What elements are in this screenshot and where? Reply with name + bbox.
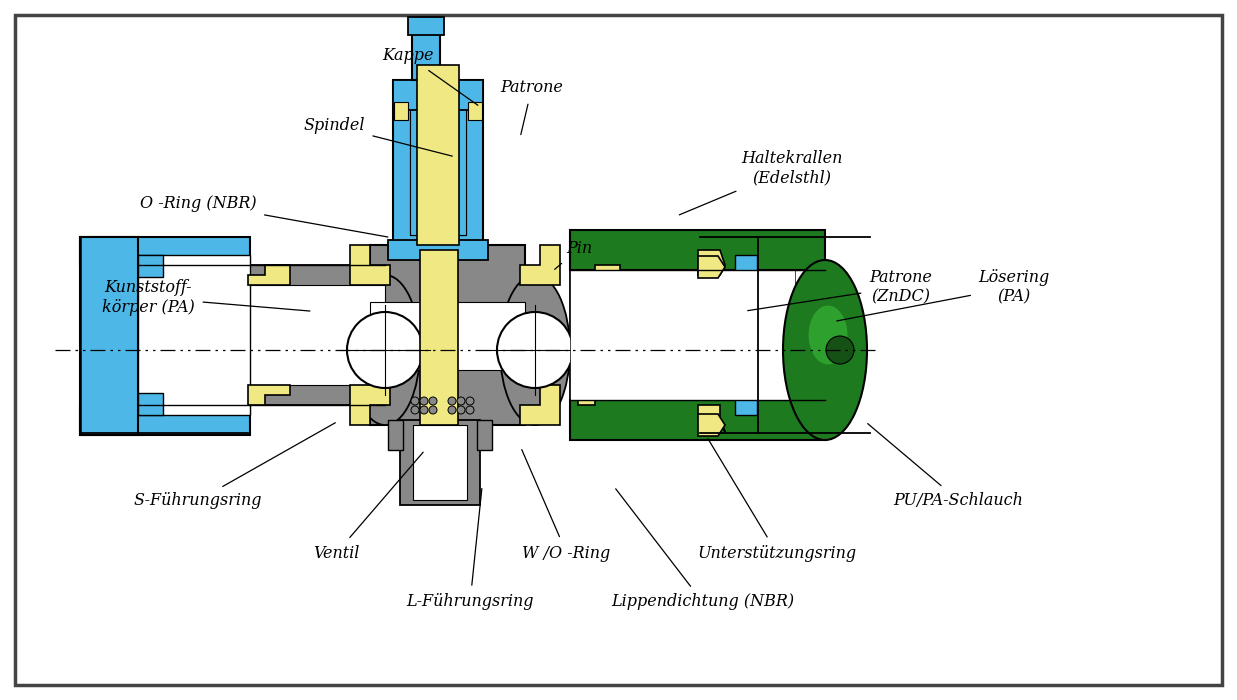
Bar (139, 393, 163, 415)
Bar (370, 302, 524, 370)
Bar (139, 255, 163, 277)
Ellipse shape (500, 275, 570, 425)
Polygon shape (578, 385, 620, 405)
Bar (421, 250, 458, 425)
Bar (240, 285, 385, 385)
Bar (417, 65, 459, 245)
Circle shape (411, 397, 419, 405)
Bar (413, 425, 468, 500)
Text: Haltekrallen
(Edelsthl): Haltekrallen (Edelsthl) (679, 150, 842, 215)
Bar (395, 102, 408, 120)
Text: Kappe: Kappe (382, 48, 477, 105)
Circle shape (448, 406, 456, 414)
Text: S-Führungsring: S-Führungsring (134, 423, 335, 509)
Polygon shape (520, 385, 560, 425)
Circle shape (466, 397, 474, 405)
Circle shape (448, 397, 456, 405)
Text: W /O -Ring: W /O -Ring (522, 449, 611, 561)
Text: Spindel: Spindel (303, 118, 453, 156)
Text: Lösering
(PA): Lösering (PA) (836, 269, 1050, 321)
Polygon shape (350, 245, 390, 285)
Text: Patrone
(ZnDC): Patrone (ZnDC) (747, 269, 931, 311)
Circle shape (421, 397, 428, 405)
Bar (412, 30, 440, 80)
Bar (400, 420, 480, 505)
Polygon shape (698, 256, 725, 278)
Polygon shape (698, 414, 725, 436)
Circle shape (456, 406, 465, 414)
Bar (393, 80, 482, 250)
Bar (456, 90, 466, 235)
Circle shape (466, 406, 474, 414)
Bar (570, 400, 825, 440)
Bar (580, 285, 690, 385)
Circle shape (826, 336, 854, 364)
Circle shape (421, 406, 428, 414)
Bar (388, 240, 489, 260)
Polygon shape (247, 265, 289, 285)
Bar (393, 80, 482, 110)
Polygon shape (247, 385, 289, 405)
Text: O -Ring (NBR): O -Ring (NBR) (140, 195, 388, 237)
Bar (409, 85, 466, 235)
Polygon shape (350, 385, 390, 425)
Text: Pin: Pin (554, 240, 593, 270)
Polygon shape (698, 405, 725, 432)
Bar (477, 420, 492, 450)
Circle shape (348, 312, 423, 388)
Bar (139, 255, 250, 415)
Text: Patrone: Patrone (501, 79, 563, 134)
Circle shape (456, 397, 465, 405)
Circle shape (497, 312, 573, 388)
Text: L-Führungsring: L-Führungsring (406, 489, 534, 610)
Ellipse shape (808, 305, 849, 365)
Circle shape (411, 406, 419, 414)
Text: Lippendichtung (NBR): Lippendichtung (NBR) (611, 489, 794, 610)
Bar (700, 255, 760, 415)
Bar (370, 245, 524, 425)
Bar (388, 420, 403, 450)
Bar (240, 265, 385, 405)
Text: Kunststoff-
körper (PA): Kunststoff- körper (PA) (103, 279, 310, 316)
Bar (700, 407, 788, 435)
Circle shape (429, 397, 437, 405)
Text: Unterstützungsring: Unterstützungsring (698, 439, 856, 561)
Ellipse shape (783, 260, 867, 440)
Ellipse shape (350, 275, 421, 425)
Bar (80, 237, 139, 435)
Bar (570, 265, 700, 405)
Text: Ventil: Ventil (313, 452, 423, 561)
Bar (700, 237, 788, 265)
Polygon shape (520, 245, 560, 285)
Bar (409, 90, 421, 235)
Circle shape (429, 406, 437, 414)
Polygon shape (698, 250, 725, 275)
Bar (570, 270, 795, 400)
Bar (735, 393, 757, 415)
Bar (80, 407, 250, 435)
Text: PU/PA-Schlauch: PU/PA-Schlauch (867, 424, 1023, 509)
Polygon shape (578, 265, 620, 285)
Bar (408, 17, 444, 35)
Bar (700, 237, 758, 435)
Bar (735, 255, 757, 277)
Bar (80, 237, 250, 265)
Bar (570, 230, 825, 270)
Bar (468, 102, 482, 120)
